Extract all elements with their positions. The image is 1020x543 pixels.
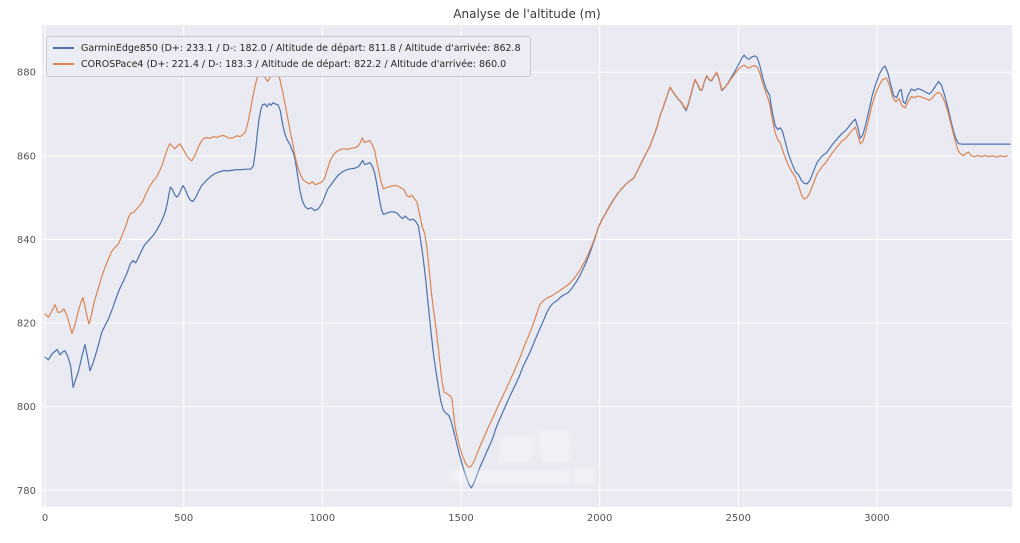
x-tick-label: 2000 [587, 513, 612, 524]
y-tick-label: 860 [17, 151, 36, 162]
x-tick-label: 2500 [726, 513, 751, 524]
plot-area [42, 25, 1012, 507]
series-line-GarminEdge850 [44, 54, 1011, 489]
legend-item-garmin: GarminEdge850 (D+: 233.1 / D-: 182.0 / A… [53, 40, 521, 56]
x-tick-label: 3000 [864, 513, 889, 524]
chart-title: Analyse de l'altitude (m) [453, 7, 601, 21]
legend: GarminEdge850 (D+: 233.1 / D-: 182.0 / A… [46, 36, 531, 77]
garmin-line-swatch-icon [53, 47, 74, 49]
y-tick-label: 780 [17, 486, 36, 497]
legend-label-coros: COROSPace4 (D+: 221.4 / D-: 183.3 / Alti… [81, 58, 507, 70]
x-tick-label: 1000 [310, 513, 335, 524]
y-tick-label: 800 [17, 402, 36, 413]
legend-item-coros: COROSPace4 (D+: 221.4 / D-: 183.3 / Alti… [53, 56, 521, 72]
x-tick-label: 0 [42, 513, 48, 524]
series-line-COROSPace4 [44, 64, 1008, 468]
legend-label-garmin: GarminEdge850 (D+: 233.1 / D-: 182.0 / A… [81, 42, 521, 54]
y-tick-label: 880 [17, 68, 36, 79]
coros-line-swatch-icon [53, 63, 74, 65]
x-tick-label: 1500 [448, 513, 473, 524]
x-tick-label: 500 [174, 513, 193, 524]
y-tick-label: 820 [17, 319, 36, 330]
y-tick-label: 840 [17, 235, 36, 246]
